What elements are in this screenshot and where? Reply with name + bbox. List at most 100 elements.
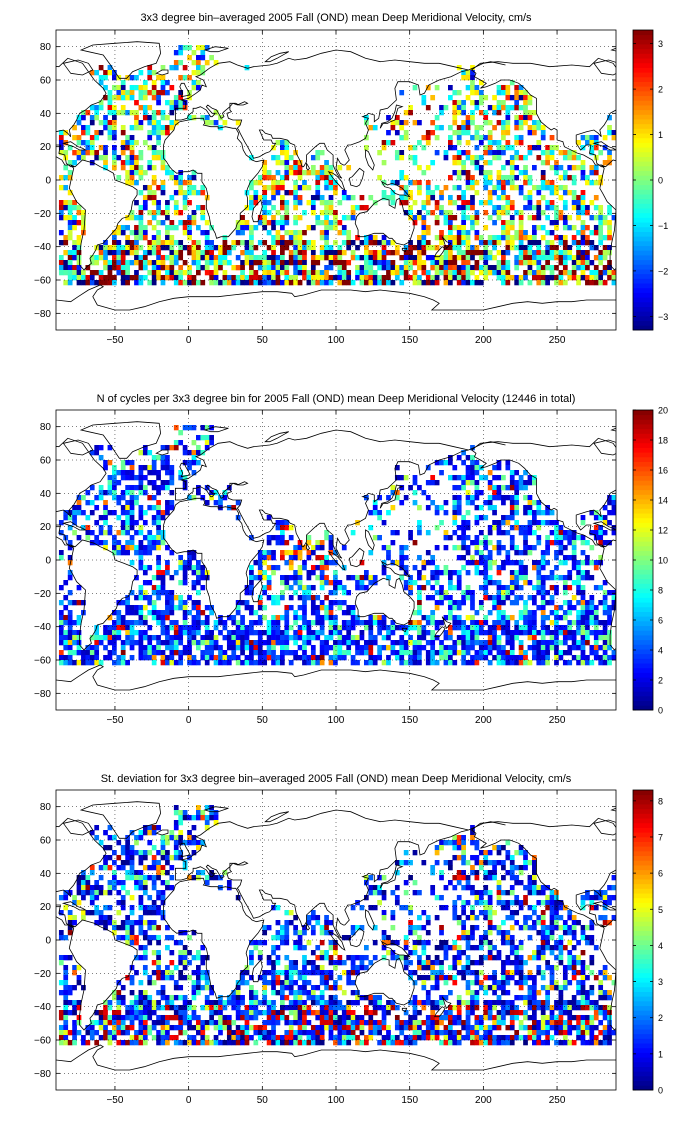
bin-cell: [364, 570, 369, 576]
bin-cell: [527, 110, 533, 116]
bin-cell: [461, 120, 466, 126]
bin-cell: [452, 570, 458, 576]
bin-cell: [386, 555, 391, 561]
bin-cell: [478, 475, 484, 481]
bin-cell: [403, 625, 409, 631]
bin-cell: [443, 510, 449, 516]
bin-cell: [567, 610, 573, 616]
bin-cell: [169, 550, 175, 556]
bin-cell: [58, 185, 64, 191]
bin-cell: [266, 245, 272, 251]
bin-cell: [518, 225, 524, 231]
bin-cell: [390, 140, 396, 146]
bin-cell: [222, 235, 228, 241]
bin-cell: [72, 240, 77, 246]
bin-cell: [209, 245, 214, 251]
bin-cell: [607, 205, 612, 211]
bin-cell: [390, 280, 396, 286]
bin-cell: [156, 610, 161, 616]
bin-cell: [315, 150, 321, 156]
bin-cell: [129, 845, 135, 851]
plot-area: [56, 410, 616, 710]
bin-cell: [147, 550, 153, 556]
bin-cell: [461, 520, 466, 526]
bin-cell: [483, 250, 489, 256]
bin-cell: [514, 140, 520, 146]
bin-cell: [399, 550, 405, 556]
bin-cell: [545, 520, 550, 526]
bin-cell: [492, 595, 497, 601]
bin-cell: [187, 495, 192, 501]
bin-cell: [377, 515, 382, 521]
bin-cell: [275, 240, 281, 246]
bin-cell: [483, 275, 489, 281]
bin-cell: [58, 150, 64, 156]
bin-cell: [355, 575, 360, 581]
bin-cell: [138, 640, 144, 646]
bin-cell: [112, 155, 117, 161]
bin-cell: [403, 650, 409, 656]
bin-cell: [266, 565, 272, 571]
bin-cell: [204, 255, 210, 261]
bin-cell: [151, 110, 157, 116]
colorbar-segment: [633, 315, 653, 322]
bin-cell: [160, 445, 166, 451]
bin-cell: [333, 655, 338, 661]
bin-cell: [381, 620, 387, 626]
bin-cell: [297, 240, 303, 246]
bin-cell: [505, 595, 511, 601]
bin-cell: [501, 595, 506, 601]
bin-cell: [425, 495, 431, 501]
bin-cell: [160, 275, 166, 281]
bin-cell: [350, 635, 356, 641]
bin-cell: [266, 540, 272, 546]
bin-cell: [187, 245, 192, 251]
bin-cell: [165, 505, 170, 511]
bin-cell: [350, 215, 356, 221]
bin-cell: [129, 640, 135, 646]
bin-cell: [496, 105, 502, 111]
bin-cell: [107, 90, 113, 96]
bin-cell: [403, 175, 409, 181]
bin-cell: [505, 230, 511, 236]
bin-cell: [496, 475, 502, 481]
bin-cell: [293, 185, 298, 191]
bin-cell: [337, 275, 343, 281]
bin-cell: [182, 475, 188, 481]
bin-cell: [540, 270, 546, 276]
bin-cell: [275, 270, 281, 276]
bin-cell: [182, 570, 188, 576]
bin-cell: [147, 195, 153, 201]
bin-cell: [337, 650, 343, 656]
bin-cell: [200, 230, 206, 236]
bin-cell: [399, 650, 405, 656]
bin-cell: [532, 600, 537, 606]
colorbar-segment: [633, 297, 653, 303]
bin-cell: [266, 265, 272, 271]
bin-cell: [403, 645, 409, 651]
bin-cell: [107, 625, 113, 631]
bin-cell: [607, 635, 612, 641]
bin-cell: [372, 660, 378, 666]
bin-cell: [430, 655, 436, 661]
bin-cell: [580, 610, 586, 616]
bin-cell: [120, 525, 126, 531]
bin-cell: [116, 610, 122, 616]
bin-cell: [85, 525, 91, 531]
colorbar-segment: [633, 700, 653, 706]
bin-cell: [483, 555, 489, 561]
bin-cell: [465, 495, 471, 501]
bin-cell: [333, 570, 338, 576]
coastline-iceland: [155, 69, 169, 76]
bin-cell: [452, 840, 458, 846]
bin-cell: [554, 275, 559, 281]
bin-cell: [244, 225, 250, 231]
bin-cell: [249, 255, 254, 261]
x-tick-label: 0: [186, 715, 192, 726]
bin-cell: [266, 575, 272, 581]
bin-cell: [501, 235, 506, 241]
bin-cell: [434, 200, 440, 206]
bin-cell: [302, 250, 307, 256]
bin-cell: [235, 280, 241, 286]
bin-cell: [315, 190, 321, 196]
